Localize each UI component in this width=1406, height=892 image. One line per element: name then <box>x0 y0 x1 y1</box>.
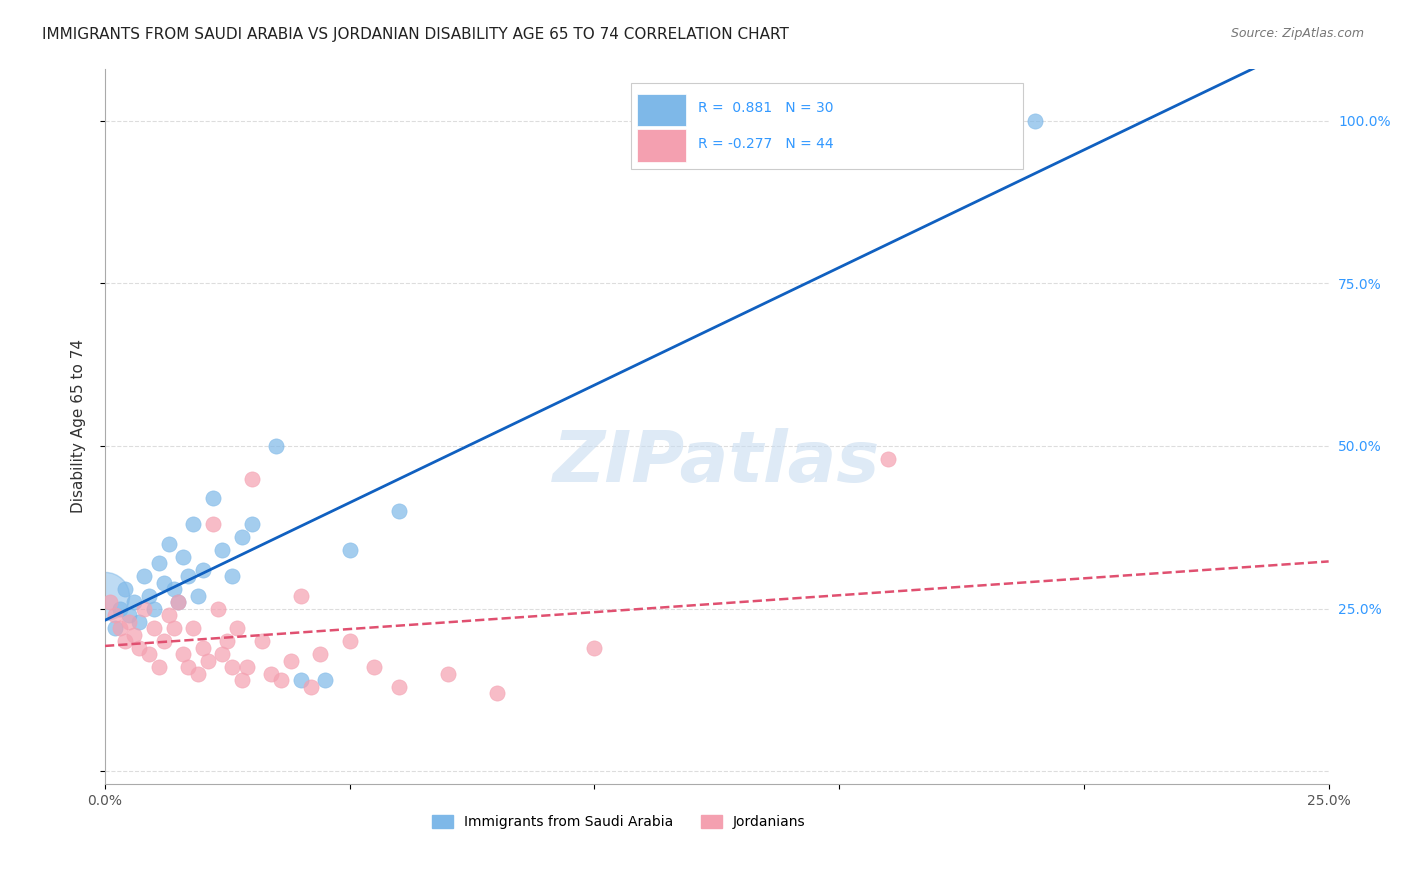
Point <box>181 621 204 635</box>
Point <box>299 680 322 694</box>
Point <box>270 673 292 688</box>
Point <box>339 543 361 558</box>
Point <box>157 608 180 623</box>
Point <box>128 615 150 629</box>
Point <box>207 601 229 615</box>
Point <box>187 666 209 681</box>
Point <box>226 621 249 635</box>
Point <box>142 601 165 615</box>
Text: Source: ZipAtlas.com: Source: ZipAtlas.com <box>1230 27 1364 40</box>
Point <box>134 569 156 583</box>
Point <box>201 491 224 505</box>
Point <box>290 589 312 603</box>
Point <box>191 563 214 577</box>
FancyBboxPatch shape <box>631 83 1022 169</box>
Text: ZIPatlas: ZIPatlas <box>553 428 880 497</box>
Point <box>217 634 239 648</box>
Point <box>128 640 150 655</box>
Point <box>197 654 219 668</box>
Point <box>172 549 194 564</box>
Point <box>339 634 361 648</box>
Point <box>98 595 121 609</box>
Point <box>134 601 156 615</box>
Y-axis label: Disability Age 65 to 74: Disability Age 65 to 74 <box>72 340 86 514</box>
Point <box>108 621 131 635</box>
Point <box>124 628 146 642</box>
Point <box>250 634 273 648</box>
Point <box>309 647 332 661</box>
Point <box>167 595 190 609</box>
Point <box>236 660 259 674</box>
FancyBboxPatch shape <box>637 94 686 126</box>
Point <box>177 660 200 674</box>
Text: R = -0.277   N = 44: R = -0.277 N = 44 <box>699 136 834 151</box>
Point <box>201 517 224 532</box>
Point <box>211 543 233 558</box>
Point <box>181 517 204 532</box>
Point <box>94 589 117 603</box>
Point <box>118 608 141 623</box>
Text: R =  0.881   N = 30: R = 0.881 N = 30 <box>699 101 834 115</box>
Point <box>388 504 411 518</box>
Point <box>114 634 136 648</box>
Point <box>363 660 385 674</box>
Point <box>280 654 302 668</box>
Point <box>152 575 174 590</box>
Point <box>118 615 141 629</box>
Point <box>191 640 214 655</box>
Point <box>187 589 209 603</box>
Point <box>485 686 508 700</box>
Point <box>152 634 174 648</box>
Point <box>231 530 253 544</box>
Point <box>266 439 288 453</box>
Point <box>157 536 180 550</box>
Point <box>138 647 160 661</box>
Point <box>172 647 194 661</box>
Point <box>104 621 127 635</box>
Legend: Immigrants from Saudi Arabia, Jordanians: Immigrants from Saudi Arabia, Jordanians <box>426 810 811 835</box>
Point <box>104 608 127 623</box>
Point <box>211 647 233 661</box>
Point <box>290 673 312 688</box>
Point <box>260 666 283 681</box>
Point <box>221 569 243 583</box>
Point <box>877 452 900 467</box>
Point <box>162 621 184 635</box>
Point <box>114 582 136 596</box>
Point <box>436 666 458 681</box>
Point <box>148 660 170 674</box>
Point <box>231 673 253 688</box>
Point <box>314 673 336 688</box>
Point <box>138 589 160 603</box>
Point <box>221 660 243 674</box>
Point <box>108 601 131 615</box>
Point <box>142 621 165 635</box>
Point <box>167 595 190 609</box>
Point <box>240 517 263 532</box>
Point <box>148 556 170 570</box>
Point <box>177 569 200 583</box>
Point <box>240 471 263 485</box>
Point <box>388 680 411 694</box>
FancyBboxPatch shape <box>637 129 686 161</box>
Point <box>162 582 184 596</box>
Point <box>1024 113 1046 128</box>
Text: IMMIGRANTS FROM SAUDI ARABIA VS JORDANIAN DISABILITY AGE 65 TO 74 CORRELATION CH: IMMIGRANTS FROM SAUDI ARABIA VS JORDANIA… <box>42 27 789 42</box>
Point <box>583 640 606 655</box>
Point <box>124 595 146 609</box>
